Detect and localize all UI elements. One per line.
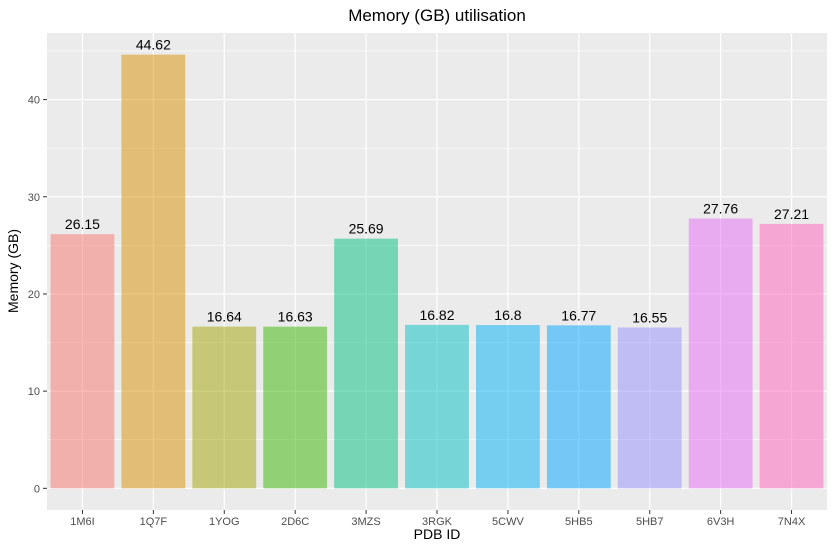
y-axis-ticks: 0 10 20 30 40 xyxy=(28,95,47,495)
bar-1m6i xyxy=(50,234,115,489)
data-labels: 26.15 44.62 16.64 16.63 25.69 16.82 16.8 16.77 1… xyxy=(65,37,809,326)
bar-1yog xyxy=(192,326,257,489)
bars xyxy=(50,54,824,489)
bar-5hb7 xyxy=(617,327,682,489)
x-tick-label: 2D6C xyxy=(281,516,309,528)
x-tick-label: 3MZS xyxy=(351,516,380,528)
x-tick-label: 1YOG xyxy=(209,516,240,528)
data-label-5hb5: 16.77 xyxy=(561,307,596,323)
x-tick-label: 6V3H xyxy=(707,516,735,528)
x-tick-label: 1Q7F xyxy=(140,516,168,528)
x-tick-label: 5CWV xyxy=(492,516,524,528)
bar-5hb5 xyxy=(546,325,611,489)
x-tick-label: 1M6I xyxy=(70,516,94,528)
x-axis-ticks: 1M6I 1Q7F 1YOG 2D6C 3MZS 3RGK 5CWV 5HB5 5HB7 6V3H… xyxy=(70,510,806,528)
y-tick-label: 10 xyxy=(28,386,40,398)
bar-6v3h xyxy=(688,218,753,489)
y-tick-label: 0 xyxy=(34,483,40,495)
bar-7n4x xyxy=(759,223,824,489)
bar-3rgk xyxy=(405,324,469,489)
bar-5cwv xyxy=(476,325,540,489)
data-label-3rgk: 16.82 xyxy=(419,307,454,323)
data-label-1q7f: 44.62 xyxy=(136,37,171,53)
chart-title: Memory (GB) utilisation xyxy=(348,6,526,25)
bar-3mzs xyxy=(334,238,398,489)
bar-1q7f xyxy=(121,54,186,489)
bar-2d6c xyxy=(263,326,328,489)
y-tick-label: 30 xyxy=(28,192,40,204)
data-label-2d6c: 16.63 xyxy=(278,309,313,325)
x-tick-label: 7N4X xyxy=(778,516,806,528)
data-label-1m6i: 26.15 xyxy=(65,216,100,232)
data-label-5hb7: 16.55 xyxy=(632,309,667,325)
x-tick-label: 5HB7 xyxy=(636,516,664,528)
data-label-6v3h: 27.76 xyxy=(703,201,738,217)
data-label-7n4x: 27.21 xyxy=(774,206,809,222)
y-axis-title: Memory (GB) xyxy=(5,229,21,313)
y-tick-label: 20 xyxy=(28,289,40,301)
y-tick-label: 40 xyxy=(28,95,40,107)
x-axis-title: PDB ID xyxy=(414,526,461,542)
data-label-3mzs: 25.69 xyxy=(349,221,384,237)
data-label-1yog: 16.64 xyxy=(207,309,242,325)
data-label-5cwv: 16.8 xyxy=(494,307,521,323)
x-tick-label: 3RGK xyxy=(422,516,453,528)
x-tick-label: 5HB5 xyxy=(565,516,593,528)
